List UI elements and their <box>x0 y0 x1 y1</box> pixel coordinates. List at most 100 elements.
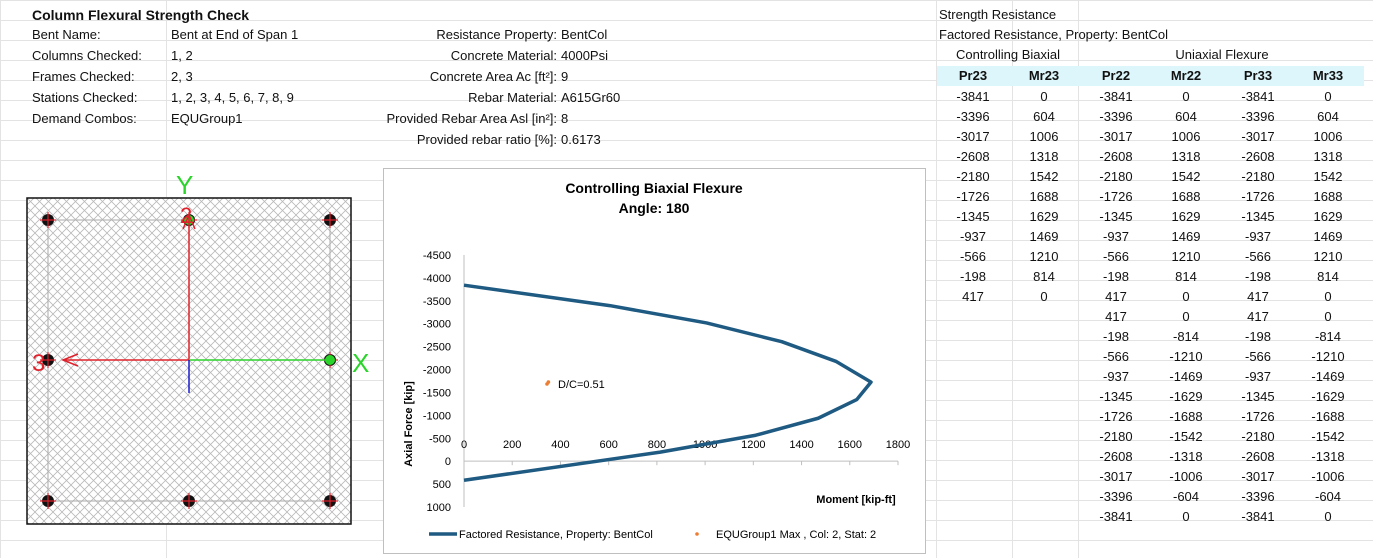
table-cell[interactable]: 0 <box>1324 309 1332 324</box>
table-cell[interactable]: -2180 <box>956 169 990 184</box>
property-value[interactable]: A615Gr60 <box>561 90 621 105</box>
table-cell[interactable]: 1469 <box>1171 229 1201 244</box>
table-cell[interactable]: -1006 <box>1169 469 1203 484</box>
table-cell[interactable]: -198 <box>1102 329 1130 344</box>
table-cell[interactable]: -937 <box>1244 229 1272 244</box>
table-cell[interactable]: 0 <box>1324 289 1332 304</box>
table-cell[interactable]: -937 <box>1102 369 1130 384</box>
table-cell[interactable]: -814 <box>1314 329 1342 344</box>
property-value[interactable]: 9 <box>561 69 569 84</box>
table-cell[interactable]: 604 <box>1175 109 1197 124</box>
table-cell[interactable]: -198 <box>1102 269 1130 284</box>
table-cell[interactable]: -2180 <box>1241 169 1275 184</box>
table-cell[interactable]: -2180 <box>1241 429 1275 444</box>
table-cell[interactable]: 0 <box>1182 509 1190 524</box>
table-cell[interactable]: 0 <box>1040 289 1048 304</box>
table-cell[interactable]: -1006 <box>1311 469 1345 484</box>
table-cell[interactable]: -1726 <box>1099 409 1133 424</box>
table-cell[interactable]: -1629 <box>1169 389 1203 404</box>
table-cell[interactable]: 0 <box>1182 289 1190 304</box>
table-cell[interactable]: -1210 <box>1169 349 1203 364</box>
table-cell[interactable]: -198 <box>959 269 987 284</box>
table-cell[interactable]: -3017 <box>1099 129 1133 144</box>
table-cell[interactable]: -1469 <box>1169 369 1203 384</box>
table-cell[interactable]: 1006 <box>1313 129 1343 144</box>
table-cell[interactable]: -2608 <box>956 149 990 164</box>
table-cell[interactable]: 1542 <box>1171 169 1201 184</box>
header-value[interactable]: 1, 2, 3, 4, 5, 6, 7, 8, 9 <box>171 90 294 105</box>
table-cell[interactable]: -3017 <box>956 129 990 144</box>
table-cell[interactable]: 0 <box>1040 89 1048 104</box>
property-value[interactable]: 8 <box>561 111 569 126</box>
table-cell[interactable]: 1469 <box>1313 229 1343 244</box>
table-cell[interactable]: 1469 <box>1029 229 1059 244</box>
table-cell[interactable]: -3017 <box>1099 469 1133 484</box>
header-value[interactable]: 1, 2 <box>171 48 193 63</box>
table-cell[interactable]: 1688 <box>1313 189 1343 204</box>
table-cell[interactable]: -198 <box>1244 269 1272 284</box>
table-cell[interactable]: 814 <box>1317 269 1339 284</box>
table-cell[interactable]: -566 <box>959 249 987 264</box>
table-cell[interactable]: -1726 <box>1241 409 1275 424</box>
table-cell[interactable]: 0 <box>1324 89 1332 104</box>
table-cell[interactable]: 1210 <box>1171 249 1201 264</box>
table-cell[interactable]: 1542 <box>1029 169 1059 184</box>
table-cell[interactable]: -604 <box>1172 489 1200 504</box>
property-value[interactable]: 4000Psi <box>561 48 608 63</box>
table-cell[interactable]: 1629 <box>1171 209 1201 224</box>
table-cell[interactable]: -1469 <box>1311 369 1345 384</box>
table-cell[interactable]: -1345 <box>956 209 990 224</box>
table-cell[interactable]: -3396 <box>956 109 990 124</box>
table-cell[interactable]: 1006 <box>1029 129 1059 144</box>
table-cell[interactable]: -1688 <box>1169 409 1203 424</box>
table-cell[interactable]: 1629 <box>1313 209 1343 224</box>
table-cell[interactable]: 1688 <box>1029 189 1059 204</box>
table-cell[interactable]: -3396 <box>1099 489 1133 504</box>
table-cell[interactable]: -566 <box>1244 249 1272 264</box>
table-cell[interactable]: -3396 <box>1241 109 1275 124</box>
table-cell[interactable]: 1318 <box>1171 149 1201 164</box>
header-value[interactable]: 2, 3 <box>171 69 193 84</box>
table-cell[interactable]: 604 <box>1033 109 1055 124</box>
table-cell[interactable]: -3841 <box>956 89 990 104</box>
table-cell[interactable]: -1726 <box>1241 189 1275 204</box>
table-cell[interactable]: 1318 <box>1313 149 1343 164</box>
table-cell[interactable]: 0 <box>1182 309 1190 324</box>
table-cell[interactable]: 417 <box>1105 289 1127 304</box>
table-cell[interactable]: -3396 <box>1241 489 1275 504</box>
table-cell[interactable]: -2608 <box>1241 149 1275 164</box>
table-cell[interactable]: -566 <box>1244 349 1272 364</box>
table-cell[interactable]: -2608 <box>1099 149 1133 164</box>
table-cell[interactable]: -937 <box>959 229 987 244</box>
table-cell[interactable]: -1318 <box>1311 449 1345 464</box>
table-cell[interactable]: 814 <box>1175 269 1197 284</box>
property-value[interactable]: 0.6173 <box>561 132 601 147</box>
table-cell[interactable]: -2608 <box>1241 449 1275 464</box>
table-cell[interactable]: -1629 <box>1311 389 1345 404</box>
table-cell[interactable]: 1210 <box>1029 249 1059 264</box>
table-cell[interactable]: -3396 <box>1099 109 1133 124</box>
table-cell[interactable]: -1542 <box>1169 429 1203 444</box>
table-cell[interactable]: -1688 <box>1311 409 1345 424</box>
table-cell[interactable]: 1542 <box>1313 169 1343 184</box>
table-cell[interactable]: 417 <box>1105 309 1127 324</box>
table-cell[interactable]: -2180 <box>1099 429 1133 444</box>
table-cell[interactable]: -566 <box>1102 249 1130 264</box>
table-cell[interactable]: -1345 <box>1241 209 1275 224</box>
table-cell[interactable]: -3017 <box>1241 469 1275 484</box>
table-cell[interactable]: -566 <box>1102 349 1130 364</box>
table-cell[interactable]: 417 <box>1247 309 1269 324</box>
header-value[interactable]: EQUGroup1 <box>171 111 243 126</box>
table-cell[interactable]: 1688 <box>1171 189 1201 204</box>
table-cell[interactable]: -937 <box>1102 229 1130 244</box>
table-cell[interactable]: 0 <box>1324 509 1332 524</box>
table-cell[interactable]: -1345 <box>1099 209 1133 224</box>
table-cell[interactable]: -1345 <box>1241 389 1275 404</box>
table-cell[interactable]: 1629 <box>1029 209 1059 224</box>
header-value[interactable]: Bent at End of Span 1 <box>171 27 299 42</box>
table-cell[interactable]: -2180 <box>1099 169 1133 184</box>
table-cell[interactable]: -3841 <box>1099 89 1133 104</box>
table-cell[interactable]: 1006 <box>1171 129 1201 144</box>
table-cell[interactable]: -3017 <box>1241 129 1275 144</box>
table-cell[interactable]: -1726 <box>956 189 990 204</box>
